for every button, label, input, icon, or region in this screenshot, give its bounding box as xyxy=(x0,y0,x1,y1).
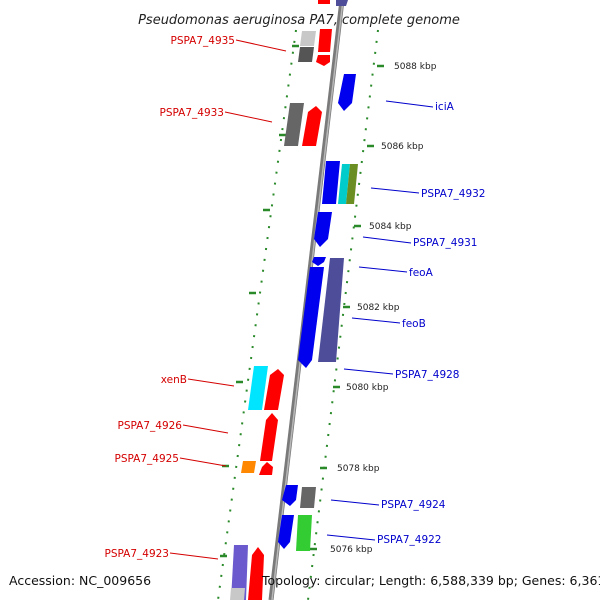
gene-red-4923 xyxy=(248,547,264,600)
gene-blue-icia xyxy=(338,74,356,111)
accession-text: Accession: NC_009656 xyxy=(9,573,152,588)
gene-grey-4935a xyxy=(300,31,316,46)
gene-label-pspa7-4931: PSPA7_4931 xyxy=(413,237,478,249)
ruler-label-5080: 5080 kbp xyxy=(346,383,389,393)
gene-purple-feob xyxy=(318,258,344,362)
gene-blue-4928 xyxy=(298,267,324,368)
gene-label-pspa7-4933: PSPA7_4933 xyxy=(160,107,225,119)
ruler-label-5082: 5082 kbp xyxy=(357,303,400,313)
gene-label-pspa7-4925: PSPA7_4925 xyxy=(115,453,180,465)
guide-lines xyxy=(217,29,379,600)
gene-blue-4931 xyxy=(314,212,332,247)
gene-label-feoa: feoA xyxy=(409,267,434,279)
gene-label-pspa7-4928: PSPA7_4928 xyxy=(395,369,460,381)
gene-blue-4924 xyxy=(282,485,298,506)
minor-ticks xyxy=(220,44,384,558)
forward-gene-labels: iciA PSPA7_4932 PSPA7_4931 feoA feoB PSP… xyxy=(377,101,486,546)
gene-red-4935a xyxy=(318,29,332,52)
gene-label-pspa7-4922: PSPA7_4922 xyxy=(377,534,442,546)
gene-label-pspa7-4926: PSPA7_4926 xyxy=(118,420,183,432)
reverse-strand-genes xyxy=(230,0,332,600)
gene-label-feob: feoB xyxy=(402,318,426,330)
ruler-label-5084: 5084 kbp xyxy=(369,222,412,232)
ruler-label-5086: 5086 kbp xyxy=(381,142,424,152)
gene-red-4933 xyxy=(302,106,322,146)
gene-grey-4924 xyxy=(300,487,316,508)
gene-label-pspa7-4923: PSPA7_4923 xyxy=(105,548,170,560)
ruler-label-5088: 5088 kbp xyxy=(394,62,437,72)
gene-top-partial xyxy=(336,0,348,6)
map-title: Pseudomonas aeruginosa PA7, complete gen… xyxy=(138,13,460,28)
gene-green-4922 xyxy=(296,515,312,551)
gene-label-xenb: xenB xyxy=(161,374,187,386)
gene-label-icia: iciA xyxy=(435,101,455,113)
ruler-labels: 5088 kbp 5086 kbp 5084 kbp 5082 kbp 5080… xyxy=(330,62,437,555)
forward-strand-genes xyxy=(278,0,358,551)
gene-reverse-top xyxy=(318,0,330,4)
reverse-gene-labels: PSPA7_4935 PSPA7_4933 xenB PSPA7_4926 PS… xyxy=(105,35,236,560)
ruler-label-5076: 5076 kbp xyxy=(330,545,373,555)
gene-grey-4933 xyxy=(284,103,304,146)
gene-grey-4935b xyxy=(298,47,314,62)
gene-olive-4932 xyxy=(346,164,358,204)
gene-blue-4932 xyxy=(322,161,340,204)
leader-lines xyxy=(169,39,434,560)
gene-red-4935b xyxy=(316,55,330,66)
gene-red-4926 xyxy=(260,413,278,461)
gene-cyan-xenb xyxy=(248,366,268,410)
gene-label-pspa7-4932: PSPA7_4932 xyxy=(421,188,486,200)
gene-label-pspa7-4924: PSPA7_4924 xyxy=(381,499,446,511)
gene-red-4925 xyxy=(259,462,273,475)
gene-red-xenb xyxy=(264,369,284,410)
gene-grey-4923 xyxy=(230,588,245,600)
gene-blue-4922 xyxy=(278,515,294,549)
gene-label-pspa7-4935: PSPA7_4935 xyxy=(171,35,236,47)
gene-purple-4923 xyxy=(231,545,248,600)
ruler-label-5078: 5078 kbp xyxy=(337,464,380,474)
gene-blue-feoa xyxy=(312,257,326,266)
gene-orange-4925 xyxy=(241,461,256,473)
topology-text: Topology: circular; Length: 6,588,339 bp… xyxy=(262,573,600,588)
